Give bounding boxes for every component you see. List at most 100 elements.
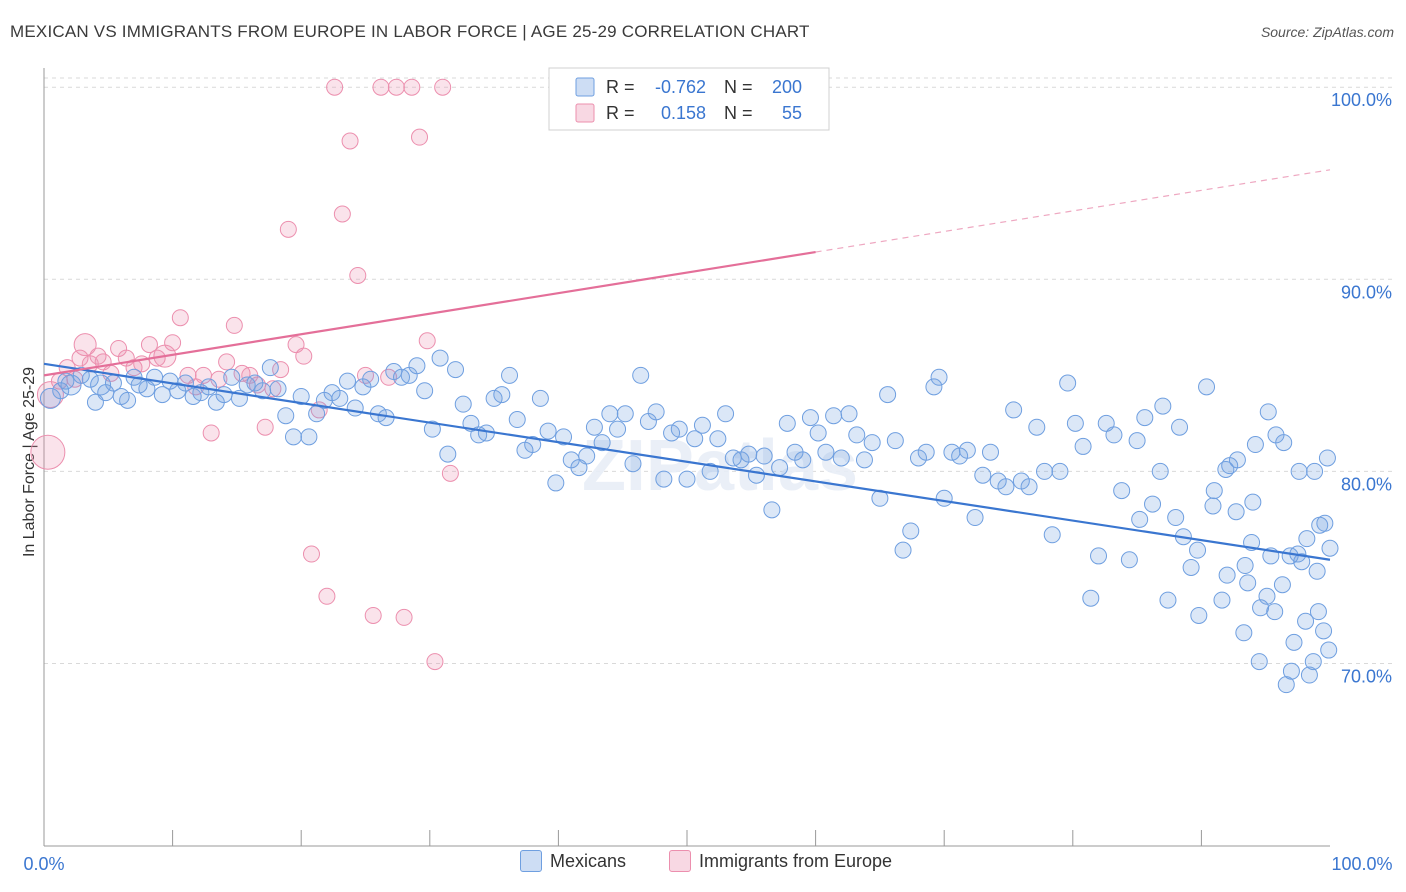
data-point-mexicans: [585, 418, 603, 436]
data-point-immigrants: [218, 353, 236, 371]
data-point-mexicans: [997, 478, 1015, 496]
data-point-immigrants: [349, 266, 367, 284]
data-point-mexicans: [763, 501, 781, 519]
axes: [43, 68, 1330, 847]
data-point-mexicans: [678, 470, 696, 488]
legend-swatch-immigrants: [575, 103, 595, 123]
data-point-mexicans: [1300, 666, 1318, 684]
data-point-immigrants: [225, 316, 243, 334]
data-point-mexicans: [277, 407, 295, 425]
data-point-immigrants: [326, 78, 344, 96]
data-point-mexicans: [1236, 557, 1254, 575]
data-point-immigrants: [140, 336, 158, 354]
data-point-mexicans: [1217, 460, 1235, 478]
data-point-immigrants: [302, 545, 320, 563]
data-point-mexicans: [447, 361, 465, 379]
data-point-mexicans: [1309, 603, 1327, 621]
data-point-mexicans: [1239, 574, 1257, 592]
data-point-mexicans: [431, 349, 449, 367]
data-point-mexicans: [1059, 374, 1077, 392]
data-point-mexicans: [609, 420, 627, 438]
data-point-immigrants: [295, 347, 313, 365]
data-point-mexicans: [1244, 493, 1262, 511]
y-tick-label: 80.0%: [1341, 474, 1392, 494]
data-point-mexicans: [1308, 562, 1326, 580]
data-point-mexicans: [416, 382, 434, 400]
x-tick-label: 0.0%: [23, 854, 64, 874]
data-point-mexicans: [508, 411, 526, 429]
data-point-mexicans: [655, 470, 673, 488]
y-axis-label: In Labor Force | Age 25-29: [21, 367, 38, 557]
data-point-mexicans: [215, 386, 233, 404]
data-point-mexicans: [848, 426, 866, 444]
data-point-immigrants: [364, 606, 382, 624]
data-point-mexicans: [1218, 566, 1236, 584]
data-point-mexicans: [1320, 641, 1338, 659]
data-point-mexicans: [755, 447, 773, 465]
data-point-mexicans: [1205, 482, 1223, 500]
data-point-mexicans: [57, 372, 75, 390]
data-point-mexicans: [362, 370, 380, 388]
data-point-mexicans: [632, 366, 650, 384]
data-point-mexicans: [454, 395, 472, 413]
data-point-mexicans: [1082, 589, 1100, 607]
data-point-mexicans: [423, 420, 441, 438]
trend-lines: [43, 169, 1331, 561]
data-point-mexicans: [1259, 403, 1277, 421]
data-point-mexicans: [1318, 449, 1336, 467]
legend-n-label: N =: [724, 103, 753, 123]
data-point-immigrants: [164, 334, 182, 352]
data-point-mexicans: [686, 430, 704, 448]
data-point-immigrants: [279, 220, 297, 238]
data-point-mexicans: [1304, 653, 1322, 671]
data-point-mexicans: [130, 376, 148, 394]
data-point-mexicans: [1306, 462, 1324, 480]
legend-n-value: 55: [782, 103, 802, 123]
data-point-mexicans: [1250, 653, 1268, 671]
data-point-mexicans: [1282, 662, 1300, 680]
data-point-mexicans: [935, 489, 953, 507]
data-point-immigrants: [411, 128, 429, 146]
data-point-mexicans: [958, 441, 976, 459]
data-point-mexicans: [1258, 587, 1276, 605]
trend-line-immigrants: [43, 250, 816, 377]
data-point-immigrants: [395, 608, 413, 626]
data-point-mexicans: [1204, 497, 1222, 515]
data-point-mexicans: [555, 428, 573, 446]
data-point-mexicans: [974, 466, 992, 484]
data-point-mexicans: [1228, 451, 1246, 469]
data-point-mexicans: [1246, 436, 1264, 454]
data-point-mexicans: [223, 368, 241, 386]
data-point-mexicans: [801, 409, 819, 427]
data-point-mexicans: [485, 389, 503, 407]
data-point-mexicans: [647, 403, 665, 421]
data-point-mexicans: [624, 455, 642, 473]
data-point-mexicans: [1105, 426, 1123, 444]
data-point-immigrants: [125, 359, 143, 377]
legend-item-mexicans[interactable]: Mexicans: [520, 850, 626, 872]
trend-line-mexicans: [43, 362, 1331, 561]
data-point-mexicans: [1321, 539, 1339, 557]
legend-swatch-mexicans: [520, 850, 542, 872]
data-point-mexicans: [794, 451, 812, 469]
data-point-mexicans: [1190, 606, 1208, 624]
data-point-immigrants: [426, 653, 444, 671]
data-point-mexicans: [531, 389, 549, 407]
data-point-mexicans: [1154, 397, 1172, 415]
data-point-mexicans: [346, 399, 364, 417]
data-point-immigrants: [333, 205, 351, 223]
data-point-mexicans: [1275, 434, 1293, 452]
data-point-mexicans: [1316, 514, 1334, 532]
data-point-immigrants: [341, 132, 359, 150]
data-point-mexicans: [1213, 591, 1231, 609]
legend-item-immigrants[interactable]: Immigrants from Europe: [669, 850, 892, 872]
data-point-mexicans: [601, 405, 619, 423]
data-point-mexicans: [524, 436, 542, 454]
data-point-mexicans: [52, 382, 70, 400]
data-point-immigrants: [387, 78, 405, 96]
data-point-mexicans: [1182, 558, 1200, 576]
data-point-mexicans: [269, 380, 287, 398]
data-point-mexicans: [1051, 462, 1069, 480]
y-tick-label: 70.0%: [1341, 667, 1392, 687]
y-tick-label: 90.0%: [1341, 282, 1392, 302]
